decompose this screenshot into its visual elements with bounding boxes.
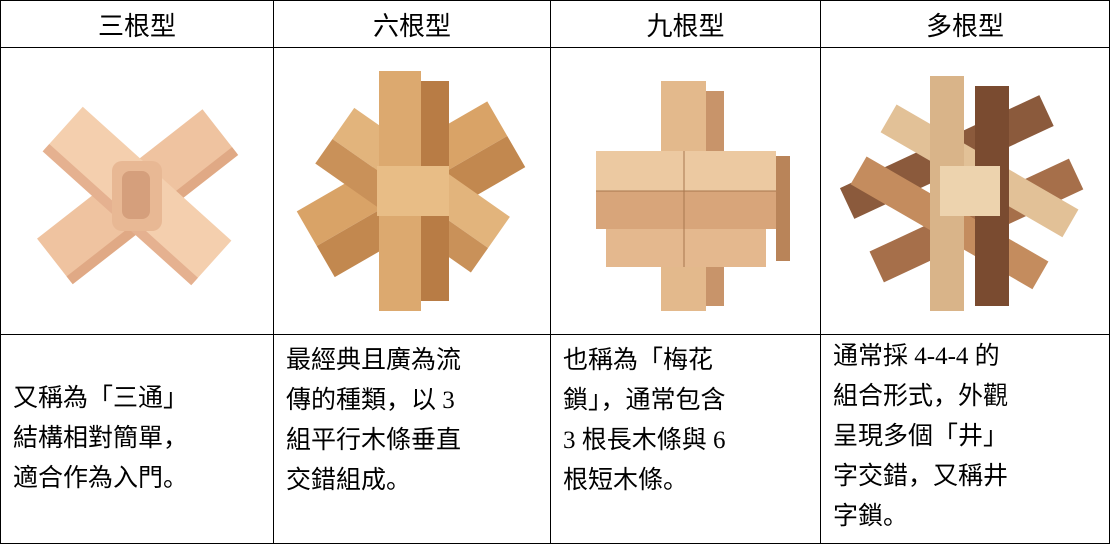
description-line: 結構相對簡單， bbox=[13, 425, 189, 452]
description-line: 字鎖。 bbox=[833, 503, 909, 530]
header-cell: 九根型 bbox=[550, 0, 821, 48]
six-stick-image bbox=[296, 71, 526, 311]
image-cell bbox=[550, 47, 821, 335]
description-line: 通常採 4-4-4 的 bbox=[833, 343, 1000, 370]
description-cell: 最經典且廣為流 傳的種類，以 3 組平行木條垂直 交錯組成。 bbox=[273, 334, 551, 544]
image-cell bbox=[273, 47, 551, 335]
description-line: 呈現多個「井」 bbox=[833, 423, 1009, 450]
description-line: 最經典且廣為流 bbox=[286, 347, 462, 374]
description-line: 也稱為「梅花 bbox=[563, 347, 714, 374]
description-line: 又稱為「三通」 bbox=[13, 385, 189, 412]
description-line: 適合作為入門。 bbox=[13, 465, 189, 492]
description-line: 根短木條。 bbox=[563, 467, 689, 494]
header-cell: 三根型 bbox=[0, 0, 274, 48]
description-row: 又稱為「三通」 結構相對簡單， 適合作為入門。 最經典且廣為流 傳的種類，以 3 組平行… bbox=[0, 334, 1110, 544]
description-line: 傳的種類，以 3 bbox=[286, 387, 455, 414]
description-line: 3 根長木條與 6 bbox=[563, 427, 726, 454]
header-row: 三根型 六根型 九根型 多根型 bbox=[0, 0, 1110, 48]
three-stick-image bbox=[37, 106, 239, 286]
image-cell bbox=[0, 47, 274, 335]
description-line: 組平行木條垂直 bbox=[286, 427, 462, 454]
description-cell: 又稱為「三通」 結構相對簡單， 適合作為入門。 bbox=[0, 334, 274, 544]
multi-stick-image bbox=[839, 76, 1084, 311]
header-cell: 六根型 bbox=[273, 0, 551, 48]
description-line: 交錯組成。 bbox=[286, 467, 412, 494]
nine-stick-image bbox=[595, 81, 790, 311]
description-line: 組合形式，外觀 bbox=[833, 383, 1009, 410]
description-cell: 通常採 4-4-4 的組合形式，外觀 呈現多個「井」 字交錯，又稱井 字鎖。 bbox=[820, 334, 1110, 544]
image-row bbox=[0, 47, 1110, 335]
description-cell: 也稱為「梅花 鎖」，通常包含 3 根長木條與 6 根短木條。 bbox=[550, 334, 821, 544]
description-line: 鎖」，通常包含 bbox=[563, 387, 726, 414]
image-cell bbox=[820, 47, 1110, 335]
header-cell: 多根型 bbox=[820, 0, 1110, 48]
description-line: 字交錯，又稱井 bbox=[833, 463, 1009, 490]
